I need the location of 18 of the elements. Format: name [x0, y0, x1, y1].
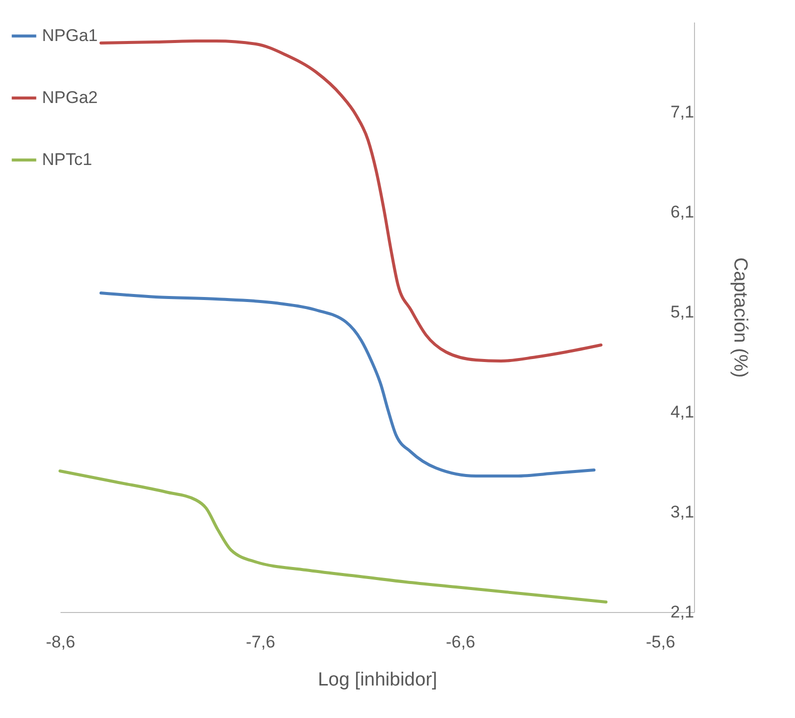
line-series — [100, 40, 602, 362]
y-tick-label: 3,1 — [670, 502, 694, 522]
y-tick-label: 7,1 — [670, 102, 694, 122]
y-tick-label: 4,1 — [670, 402, 694, 422]
x-tick-label: -8,6 — [46, 632, 76, 652]
y-axis-title: Captación (%) — [730, 257, 750, 378]
x-tick-label: -6,6 — [446, 632, 476, 652]
y-tick-label: 6,1 — [670, 202, 694, 222]
x-tick-label: -5,6 — [646, 632, 676, 652]
legend-label: NPGa2 — [42, 88, 98, 107]
x-axis-title: Log [inhibidor] — [318, 670, 438, 690]
legend-label: NPGa1 — [42, 26, 98, 45]
line-series — [58, 470, 608, 604]
x-tick-label: -7,6 — [246, 632, 276, 652]
legend-label: NPTc1 — [42, 150, 92, 169]
line-series — [100, 292, 596, 478]
y-tick-label: 2,1 — [670, 602, 694, 622]
y-tick-label: 5,1 — [670, 302, 694, 322]
